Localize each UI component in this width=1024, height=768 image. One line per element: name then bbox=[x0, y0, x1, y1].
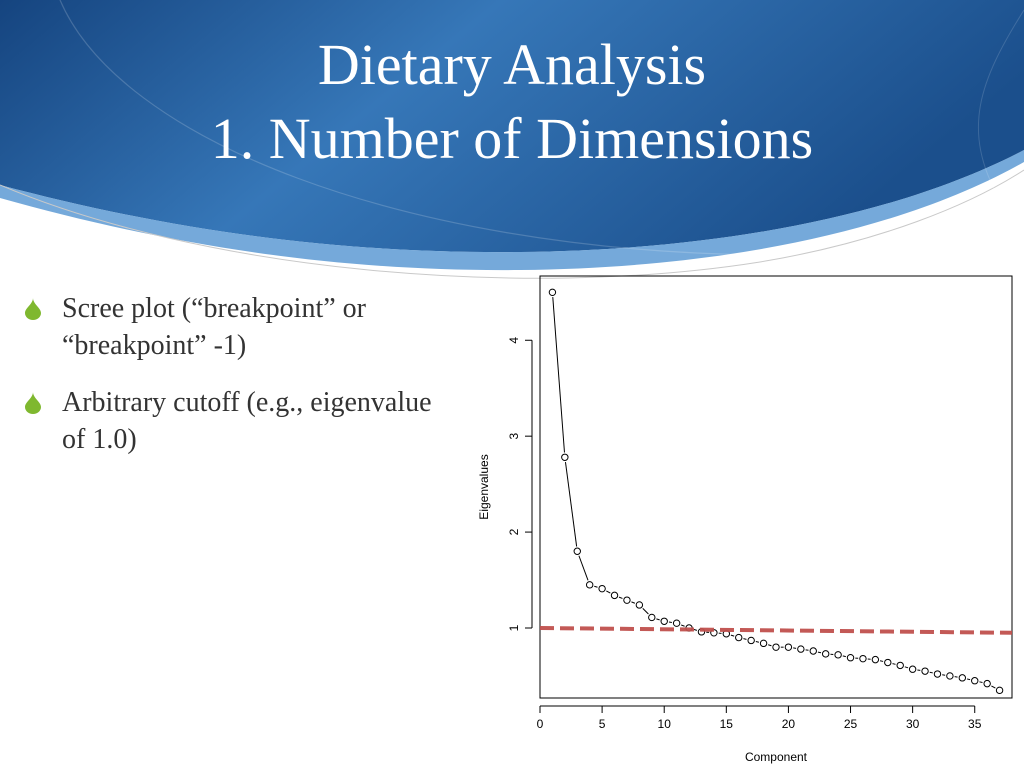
y-tick-label: 1 bbox=[507, 624, 521, 631]
x-axis-title: Component bbox=[745, 750, 808, 764]
data-point bbox=[884, 658, 892, 667]
series-segment bbox=[642, 608, 649, 615]
data-point bbox=[635, 601, 644, 609]
data-point bbox=[859, 654, 867, 663]
y-axis: 1 2 3 4 bbox=[507, 337, 533, 631]
series-segment bbox=[879, 660, 884, 662]
x-tick-label: 30 bbox=[906, 717, 920, 731]
data-point bbox=[759, 639, 768, 648]
data-point bbox=[971, 677, 979, 685]
data-point bbox=[610, 591, 619, 600]
data-point bbox=[747, 636, 755, 645]
data-point bbox=[784, 643, 793, 651]
series-segment bbox=[606, 590, 611, 594]
cutoff-line bbox=[539, 625, 1013, 635]
data-point bbox=[933, 670, 942, 678]
series-segment bbox=[768, 644, 772, 647]
series-segment bbox=[979, 681, 983, 684]
series-segment bbox=[929, 671, 933, 674]
bullet-item: Arbitrary cutoff (e.g., eigenvalue of 1.… bbox=[24, 384, 444, 458]
data-point bbox=[561, 453, 569, 461]
series-segment bbox=[842, 655, 846, 658]
x-tick-label: 35 bbox=[968, 717, 982, 731]
x-tick-label: 25 bbox=[844, 717, 858, 731]
data-point bbox=[809, 647, 817, 655]
data-point bbox=[871, 655, 880, 664]
y-tick-label: 2 bbox=[507, 528, 521, 535]
bullet-text: Arbitrary cutoff (e.g., eigenvalue of 1.… bbox=[62, 387, 432, 455]
data-point bbox=[585, 581, 594, 589]
series-segment bbox=[730, 634, 735, 637]
series-segment bbox=[564, 461, 578, 547]
header-background bbox=[0, 0, 1024, 279]
slide-title-line1: Dietary Analysis bbox=[317, 32, 707, 97]
x-tick-label: 0 bbox=[537, 717, 544, 731]
series-segment bbox=[991, 685, 996, 689]
data-point bbox=[896, 661, 904, 670]
x-tick-label: 15 bbox=[720, 717, 734, 731]
series-segment bbox=[693, 628, 698, 631]
series-segment bbox=[552, 297, 565, 453]
data-point bbox=[797, 645, 805, 653]
scree-plot: 0 5 10 15 20 25 30 35 1 2 3 4 Component Eigenvalue… bbox=[477, 275, 1013, 764]
series-segment bbox=[656, 618, 660, 621]
y-tick-label: 4 bbox=[507, 337, 521, 344]
data-point bbox=[921, 667, 929, 675]
data-point bbox=[573, 547, 581, 555]
data-point bbox=[648, 613, 656, 622]
data-point bbox=[834, 651, 842, 659]
data-point bbox=[846, 654, 855, 662]
data-point bbox=[958, 674, 967, 682]
data-point bbox=[735, 633, 743, 642]
data-point bbox=[598, 584, 606, 593]
series-segment bbox=[755, 641, 760, 643]
data-point bbox=[821, 650, 830, 658]
series-segment bbox=[743, 638, 747, 640]
data-point bbox=[908, 665, 917, 673]
series-segment bbox=[817, 651, 822, 654]
series-segment bbox=[892, 663, 896, 665]
bullet-item: Scree plot (“breakpoint” or “breakpoint”… bbox=[24, 290, 444, 364]
y-axis-title: Eigenvalues bbox=[477, 454, 491, 519]
data-point bbox=[660, 617, 668, 625]
series-segment bbox=[904, 666, 909, 669]
series-segment bbox=[680, 624, 685, 627]
data-point bbox=[995, 686, 1004, 695]
bullet-text: Scree plot (“breakpoint” or “breakpoint”… bbox=[62, 293, 366, 361]
data-point bbox=[672, 619, 681, 627]
data-point bbox=[946, 672, 954, 680]
green-drop-icon bbox=[25, 392, 41, 414]
slide-title-line2: 1. Number of Dimensions bbox=[210, 106, 814, 171]
series-segment bbox=[594, 585, 598, 588]
slide-title: Dietary Analysis 1. Number of Dimensions bbox=[0, 28, 1024, 176]
data-point bbox=[983, 679, 991, 688]
x-tick-label: 5 bbox=[599, 717, 606, 731]
y-tick-label: 3 bbox=[507, 433, 521, 440]
series-segment bbox=[618, 596, 623, 599]
series-segment bbox=[966, 678, 971, 681]
x-tick-label: 20 bbox=[782, 717, 796, 731]
cutoff-line-path bbox=[539, 625, 1013, 635]
series-eigenvalues bbox=[548, 288, 1004, 695]
data-point bbox=[548, 288, 557, 297]
series-segment bbox=[578, 555, 589, 581]
plot-frame bbox=[539, 275, 1013, 699]
bullet-list: Scree plot (“breakpoint” or “breakpoint”… bbox=[24, 290, 444, 478]
green-drop-icon bbox=[25, 298, 41, 320]
data-point bbox=[772, 643, 780, 651]
data-point bbox=[623, 596, 631, 604]
x-axis: 0 5 10 15 20 25 30 35 bbox=[537, 705, 982, 731]
x-tick-label: 10 bbox=[658, 717, 672, 731]
series-segment bbox=[631, 601, 636, 604]
